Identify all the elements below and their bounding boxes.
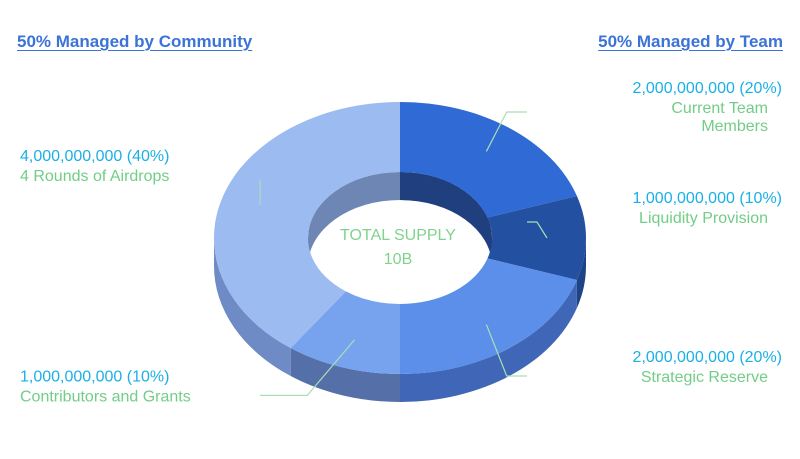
center-total-label: TOTAL SUPPLY bbox=[340, 227, 456, 244]
slice-name-label-3-0: Contributors and Grants bbox=[20, 388, 191, 405]
slice-amount-label-0: 2,000,000,000 (20%) bbox=[633, 80, 782, 97]
leader-lines bbox=[259, 111, 548, 396]
slice-1 bbox=[487, 195, 587, 281]
donut-sides bbox=[214, 238, 586, 402]
slice-side-4 bbox=[214, 238, 291, 377]
slice-name-label-4-0: 4 Rounds of Airdrops bbox=[20, 168, 169, 185]
hole-wall-right bbox=[400, 172, 492, 266]
slice-amount-label-1: 1,000,000,000 (10%) bbox=[633, 190, 782, 207]
header-team: 50% Managed by Team bbox=[598, 32, 783, 51]
slice-0 bbox=[400, 102, 577, 218]
slice-amount-label-2: 2,000,000,000 (20%) bbox=[633, 349, 782, 366]
slice-3 bbox=[290, 291, 400, 375]
slice-name-label-2-0: Strategic Reserve bbox=[641, 369, 768, 386]
leader-line-0 bbox=[485, 111, 527, 152]
center-total-value: 10B bbox=[384, 251, 412, 268]
slice-amount-label-4: 4,000,000,000 (40%) bbox=[20, 148, 169, 165]
donut-slices bbox=[213, 101, 587, 375]
slice-name-label-0-0: Current Team bbox=[671, 100, 768, 117]
donut-inner-wall bbox=[308, 172, 492, 266]
slice-side-1 bbox=[576, 238, 586, 309]
slice-name-label-0-1: Members bbox=[701, 118, 768, 135]
leader-line-2 bbox=[485, 324, 527, 377]
slice-name-label-1-0: Liquidity Provision bbox=[639, 210, 768, 227]
leader-line-1 bbox=[527, 221, 548, 239]
leader-line-3 bbox=[260, 339, 356, 396]
slice-amount-label-3: 1,000,000,000 (10%) bbox=[20, 368, 169, 385]
slice-2 bbox=[400, 258, 577, 374]
header-community: 50% Managed by Community bbox=[17, 32, 253, 51]
slice-4 bbox=[213, 101, 400, 349]
slice-side-3 bbox=[290, 348, 400, 402]
slice-side-2 bbox=[400, 280, 577, 402]
